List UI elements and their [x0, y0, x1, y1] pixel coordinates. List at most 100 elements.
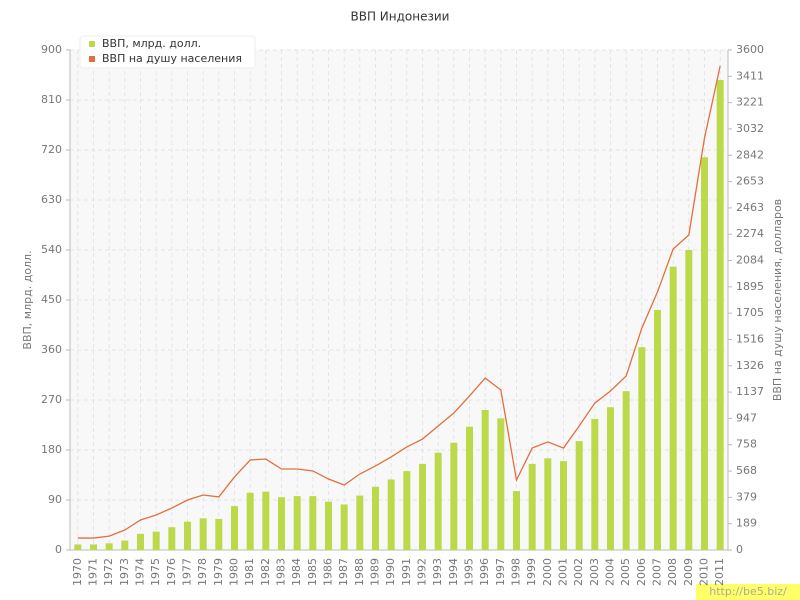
bar: [152, 531, 160, 550]
line: [77, 65, 721, 539]
y2-tick-label: 2842: [736, 148, 764, 161]
x-tick-label: 1986: [322, 558, 335, 586]
bar: [372, 486, 379, 550]
bar: [278, 497, 285, 550]
watermark-bg: [696, 584, 800, 600]
legend-label: ВВП на душу населения: [102, 52, 242, 65]
bar: [231, 506, 238, 550]
bar: [121, 540, 129, 550]
bar: [199, 518, 207, 550]
bar: [528, 463, 536, 550]
y2-tick-label: 3600: [736, 43, 764, 56]
bar: [450, 442, 458, 550]
bar: [654, 310, 661, 550]
x-tick-label: 2007: [651, 558, 664, 586]
y-tick-label: 720: [41, 143, 62, 156]
legend-swatch: [89, 41, 95, 47]
y-axis-label: ВВП, млрд. долл.: [21, 250, 34, 349]
x-tick-label: 2003: [588, 558, 601, 586]
bar: [607, 407, 614, 550]
x-tick-label: 1989: [369, 558, 382, 586]
x-tick-label: 2001: [557, 558, 570, 586]
y2-tick-label: 0: [736, 543, 743, 556]
y2-tick-label: 1895: [736, 280, 764, 293]
chart-title: ВВП Индонезии: [351, 10, 450, 24]
bar: [701, 157, 708, 550]
y2-tick-label: 379: [736, 490, 757, 503]
bar: [215, 518, 223, 550]
y-tick-label: 810: [41, 93, 62, 106]
x-tick-label: 1980: [228, 558, 241, 586]
x-tick-label: 1978: [196, 558, 209, 586]
y2-tick-label: 1516: [736, 332, 764, 345]
x-tick-label: 2000: [541, 558, 554, 586]
bar: [325, 501, 332, 550]
x-tick-label: 2011: [713, 558, 726, 586]
x-tick-label: 1998: [510, 558, 523, 586]
bar: [716, 80, 724, 550]
y2-tick-label: 568: [736, 464, 757, 477]
bar: [419, 463, 426, 550]
x-tick-label: 1972: [102, 558, 115, 586]
x-tick-label: 1973: [118, 558, 131, 586]
y2-tick-label: 1705: [736, 306, 764, 319]
y2-tick-label: 947: [736, 411, 757, 424]
bar: [262, 491, 270, 550]
y2-tick-label: 2084: [736, 254, 764, 267]
x-tick-label: 1995: [463, 558, 476, 586]
x-tick-label: 1988: [353, 558, 366, 586]
x-tick-label: 1976: [165, 558, 178, 586]
y-tick-label: 450: [41, 293, 62, 306]
bar: [387, 479, 395, 550]
bar: [591, 418, 599, 550]
bar: [622, 391, 630, 550]
y2-axis-label: ВВП на душу населения, долларов: [771, 199, 784, 401]
x-tick-label: 2004: [604, 558, 617, 586]
y2-tick-label: 3221: [736, 96, 764, 109]
x-tick-label: 1984: [290, 558, 303, 586]
bar: [575, 441, 583, 550]
y-tick-label: 360: [41, 343, 62, 356]
bar: [669, 266, 677, 550]
bar: [513, 491, 520, 550]
y-tick-label: 630: [41, 193, 62, 206]
bar: [105, 543, 113, 550]
y2-tick-label: 1137: [736, 385, 764, 398]
y2-tick-label: 189: [736, 517, 757, 530]
x-tick-label: 1971: [87, 558, 100, 586]
x-tick-label: 1970: [71, 558, 84, 586]
x-tick-label: 2002: [572, 558, 585, 586]
x-tick-label: 1996: [478, 558, 491, 586]
bar: [90, 544, 97, 550]
y-tick-label: 0: [55, 543, 62, 556]
legend: ВВП, млрд. долл. ВВП на душу населения: [79, 35, 256, 69]
x-tick-label: 1985: [306, 558, 319, 586]
y2-tick-label: 2653: [736, 175, 764, 188]
bar: [685, 250, 693, 550]
x-tick-label: 1981: [243, 558, 256, 586]
x-tick-label: 1979: [212, 558, 225, 586]
bar: [560, 461, 567, 550]
y-tick-label: 180: [41, 443, 62, 456]
y2-tick-label: 3032: [736, 122, 764, 135]
bar: [309, 496, 317, 550]
watermark: http://be5.biz/: [709, 585, 787, 598]
bar: [340, 504, 348, 550]
bar: [246, 492, 254, 550]
legend-box: [79, 35, 256, 69]
x-tick-label: 1982: [259, 558, 272, 586]
y2-tick-label: 1326: [736, 359, 764, 372]
x-tick-label: 1983: [275, 558, 288, 586]
legend-label: ВВП, млрд. долл.: [102, 37, 201, 50]
bar: [184, 521, 191, 550]
y2-tick-label: 758: [736, 438, 757, 451]
bar: [497, 418, 505, 550]
x-tick-label: 1990: [384, 558, 397, 586]
bar: [638, 347, 646, 550]
y-tick-label: 90: [48, 493, 62, 506]
bar: [168, 527, 176, 550]
bar: [403, 471, 411, 550]
x-tick-label: 2010: [698, 558, 711, 586]
x-tick-label: 1974: [134, 558, 147, 586]
bar: [544, 458, 552, 550]
